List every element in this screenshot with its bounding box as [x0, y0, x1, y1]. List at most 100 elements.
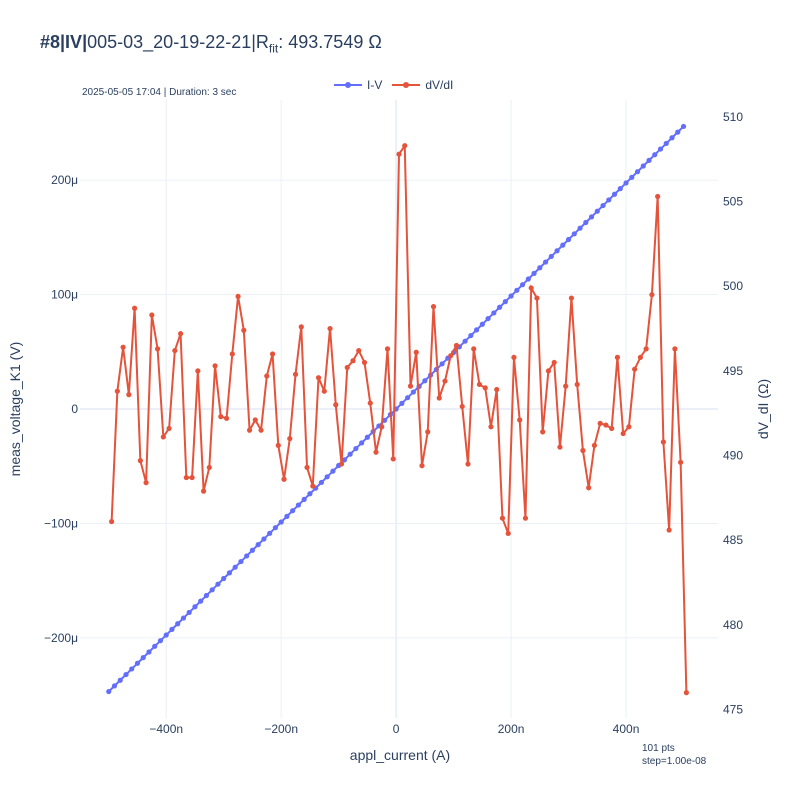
iv-point [554, 248, 560, 254]
iv-point [341, 457, 347, 463]
iv-point [146, 649, 152, 655]
timestamp-duration: 2025-05-05 17:04 | Duration: 3 sec [82, 87, 237, 98]
dvdi-point [310, 483, 316, 489]
dvdi-point [126, 392, 132, 398]
dvdi-point [632, 366, 638, 372]
iv-point [244, 553, 250, 559]
dvdi-point [292, 371, 299, 377]
iv-point [663, 140, 669, 147]
y2-tick-label: 475 [723, 703, 743, 717]
iv-point [347, 451, 353, 457]
iv-point [548, 253, 554, 260]
iv-point [640, 163, 646, 169]
dvdi-point [614, 354, 621, 360]
footnote-points: 101 pts [642, 743, 675, 754]
iv-point [525, 276, 531, 282]
dvdi-point [206, 464, 212, 471]
dvdi-point [321, 388, 327, 394]
iv-point [330, 468, 336, 474]
dvdi-point [459, 403, 465, 410]
dvdi-point [476, 381, 483, 388]
dvdi-point [534, 295, 540, 301]
dvdi-point [499, 515, 506, 521]
dvdi-point [586, 485, 592, 491]
y-tick-label: 0 [71, 402, 78, 416]
x-tick-label: 200n [498, 722, 525, 736]
iv-point [267, 530, 273, 536]
iv-point [652, 152, 658, 158]
dvdi-point [338, 461, 345, 467]
dvdi-point [413, 349, 419, 355]
title-sub: fit [268, 41, 279, 56]
dvdi-point [419, 463, 425, 469]
dvdi-point [637, 354, 644, 360]
dvdi-point [494, 386, 500, 393]
y2-tick-labels: 475 480 485 490 495 500 505 510 [723, 110, 743, 717]
iv-point [583, 219, 589, 226]
dvdi-line [110, 142, 688, 693]
dvdi-point [678, 459, 684, 465]
iv-point [324, 474, 330, 480]
iv-point [680, 123, 687, 130]
dvdi-point [195, 368, 201, 374]
y2-tick-label: 510 [723, 110, 743, 124]
iv-point [496, 304, 503, 310]
iv-point [261, 536, 267, 542]
dvdi-point [287, 436, 293, 442]
iv-point [439, 361, 445, 367]
y2-tick-label: 485 [723, 533, 743, 547]
dvdi-point [471, 346, 477, 352]
iv-point [473, 327, 480, 333]
y-tick-labels: −200μ −100μ 0 100μ 200μ [44, 173, 78, 645]
dvdi-point [258, 427, 264, 433]
iv-point [646, 157, 652, 163]
legend-label-iv: I-V [367, 78, 383, 92]
dvdi-point [505, 530, 511, 537]
iv-point [129, 666, 135, 672]
dvdi-point [269, 351, 276, 357]
dvdi-point [448, 353, 454, 359]
dvdi-point [252, 417, 258, 423]
dvdi-point [563, 383, 569, 389]
iv-point [508, 293, 514, 299]
iv-point [491, 310, 497, 316]
iv-point [364, 434, 370, 440]
dvdi-point [666, 527, 672, 533]
dvdi-point [396, 151, 402, 157]
dvdi-point [643, 346, 649, 352]
iv-point [531, 270, 537, 276]
iv-point [272, 525, 279, 531]
legend-item-iv[interactable]: I-V [334, 78, 382, 92]
dvdi-point [568, 295, 575, 301]
x-tick-label: −400n [149, 722, 183, 736]
footnote-step: step=1.00e-08 [642, 756, 707, 767]
iv-point [462, 338, 468, 344]
iv-point [175, 621, 181, 627]
dvdi-point [407, 383, 414, 389]
iv-point [307, 491, 313, 497]
dvdi-point [218, 414, 224, 420]
dvdi-point [350, 358, 356, 364]
y-tick-label: −100μ [44, 516, 78, 530]
iv-point [318, 479, 325, 486]
dvdi-point [281, 476, 287, 482]
iv-point [485, 315, 491, 322]
iv-point [606, 197, 612, 203]
dvdi-point [683, 690, 689, 696]
title-main: 005-03_20-19-22-21|R [87, 32, 269, 52]
iv-point [209, 587, 215, 593]
iv-point [519, 282, 526, 288]
dvdi-point [597, 420, 603, 426]
iv-point [140, 655, 146, 661]
dvdi-point [591, 442, 598, 449]
dvdi-point [149, 312, 155, 318]
y2-tick-label: 495 [723, 364, 743, 378]
dvdi-point [511, 354, 517, 360]
dvdi-point [672, 346, 678, 352]
dvdi-point [390, 456, 396, 462]
dvdi-point [235, 293, 241, 300]
legend-item-dvdi[interactable]: dV/dI [392, 78, 453, 92]
legend-swatch-dvdi [392, 80, 421, 90]
iv-point [600, 202, 606, 209]
